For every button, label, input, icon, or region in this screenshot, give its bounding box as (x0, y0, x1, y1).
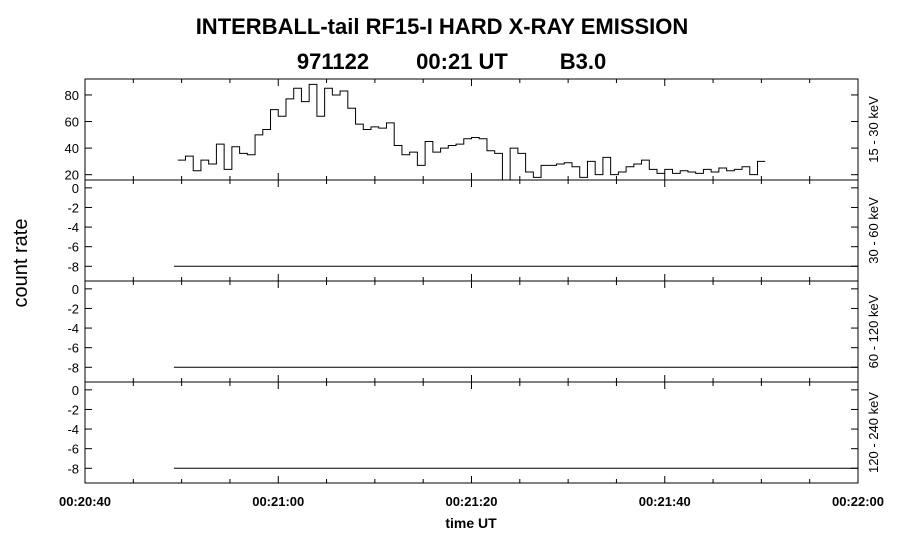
y-tick-label: -8 (67, 360, 79, 375)
y-tick-label: -6 (67, 341, 79, 356)
x-tick-label: 00:20:40 (59, 494, 111, 509)
x-tick-label: 00:21:00 (252, 494, 304, 509)
y-tick-label: 0 (72, 181, 79, 196)
chart-title: INTERBALL-tail RF15-I HARD X-RAY EMISSIO… (196, 14, 689, 39)
y-tick-label: 40 (65, 141, 79, 156)
y-tick-label: 80 (65, 88, 79, 103)
y-tick-label: -2 (67, 200, 79, 215)
chart-subtitle-date: 971122 (297, 49, 369, 74)
y-tick-label: -4 (67, 321, 79, 336)
chart-subtitle-time: 00:21 UT (416, 49, 508, 74)
y-tick-label: -4 (67, 220, 79, 235)
panel-energy-label: 120 - 240 keV (866, 392, 881, 473)
y-tick-label: 0 (72, 383, 79, 398)
y-tick-label: -6 (67, 442, 79, 457)
chart-subtitle-class: B3.0 (560, 49, 606, 74)
y-tick-label: -8 (67, 259, 79, 274)
panel-energy-label: 30 - 60 keV (866, 197, 881, 264)
y-tick-label: -6 (67, 240, 79, 255)
y-tick-label: 60 (65, 115, 79, 130)
y-tick-label: -4 (67, 422, 79, 437)
y-tick-label: -2 (67, 301, 79, 316)
x-axis-label: time UT (445, 515, 497, 531)
y-axis-label: count rate (10, 219, 32, 308)
y-tick-label: -2 (67, 402, 79, 417)
x-tick-label: 00:21:40 (639, 494, 691, 509)
plot-layer: 20 40 60 80 15 - 30 keV -8 -6 -4 -2 0 30 - 60 keV -… (59, 78, 884, 509)
x-tick-label: 00:22:00 (832, 494, 884, 509)
y-tick-label: 0 (72, 282, 79, 297)
y-tick-label: 20 (65, 168, 79, 183)
series-line (177, 83, 766, 181)
x-tick-label: 00:21:20 (445, 494, 497, 509)
panel-energy-label: 60 - 120 keV (866, 294, 881, 368)
y-tick-label: -8 (67, 461, 79, 476)
panel-energy-label: 15 - 30 keV (866, 96, 881, 163)
